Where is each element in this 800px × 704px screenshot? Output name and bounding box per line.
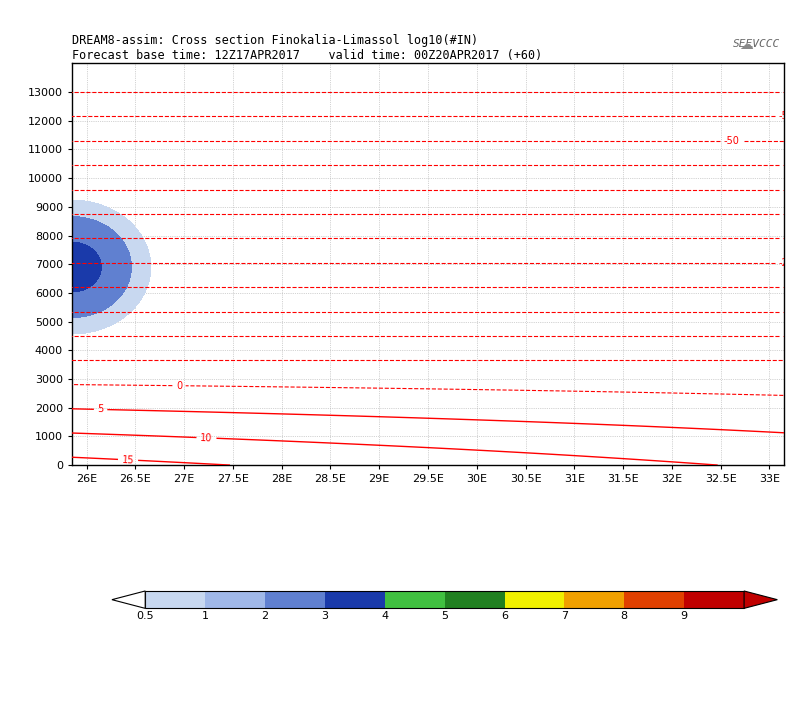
Text: -20: -20 (782, 282, 798, 292)
Bar (565, 591, 624, 608)
Bar (684, 591, 744, 608)
Text: 2: 2 (262, 611, 269, 622)
Text: 8: 8 (621, 611, 628, 622)
Bar (385, 591, 445, 608)
Text: -35: -35 (782, 209, 798, 219)
Bar (325, 591, 385, 608)
Text: 7: 7 (561, 611, 568, 622)
Text: 15: 15 (122, 455, 134, 465)
Text: 3: 3 (322, 611, 328, 622)
Text: -25: -25 (778, 258, 794, 268)
Bar (624, 591, 684, 608)
Text: -50: -50 (724, 136, 740, 146)
Polygon shape (744, 591, 778, 608)
Text: 0: 0 (176, 381, 182, 391)
Text: -40: -40 (783, 184, 798, 194)
Text: -60: -60 (783, 87, 798, 97)
Text: -15: -15 (782, 306, 798, 317)
Text: 5: 5 (98, 404, 104, 415)
Bar (205, 591, 265, 608)
Text: SEEVCCC: SEEVCCC (733, 39, 780, 49)
Text: -10: -10 (783, 331, 798, 341)
Text: DREAM8-assim: Cross section Finokalia-Limassol log10(#IN)
Forecast base time: 12: DREAM8-assim: Cross section Finokalia-Li… (72, 34, 542, 62)
Text: 1: 1 (202, 611, 209, 622)
Text: 10: 10 (200, 433, 213, 443)
Text: -30: -30 (783, 234, 798, 244)
Text: 9: 9 (681, 611, 688, 622)
Text: ☁: ☁ (740, 38, 754, 52)
Text: 0.5: 0.5 (136, 611, 154, 622)
Text: -55: -55 (778, 111, 794, 121)
Text: 5: 5 (441, 611, 448, 622)
Bar (145, 591, 205, 608)
Polygon shape (112, 591, 145, 608)
Bar (145, 591, 744, 608)
Text: 4: 4 (381, 611, 388, 622)
Text: -5: -5 (798, 356, 800, 365)
Bar (265, 591, 325, 608)
Bar (505, 591, 565, 608)
Bar (445, 591, 505, 608)
Text: -45: -45 (782, 161, 798, 170)
Text: 6: 6 (501, 611, 508, 622)
